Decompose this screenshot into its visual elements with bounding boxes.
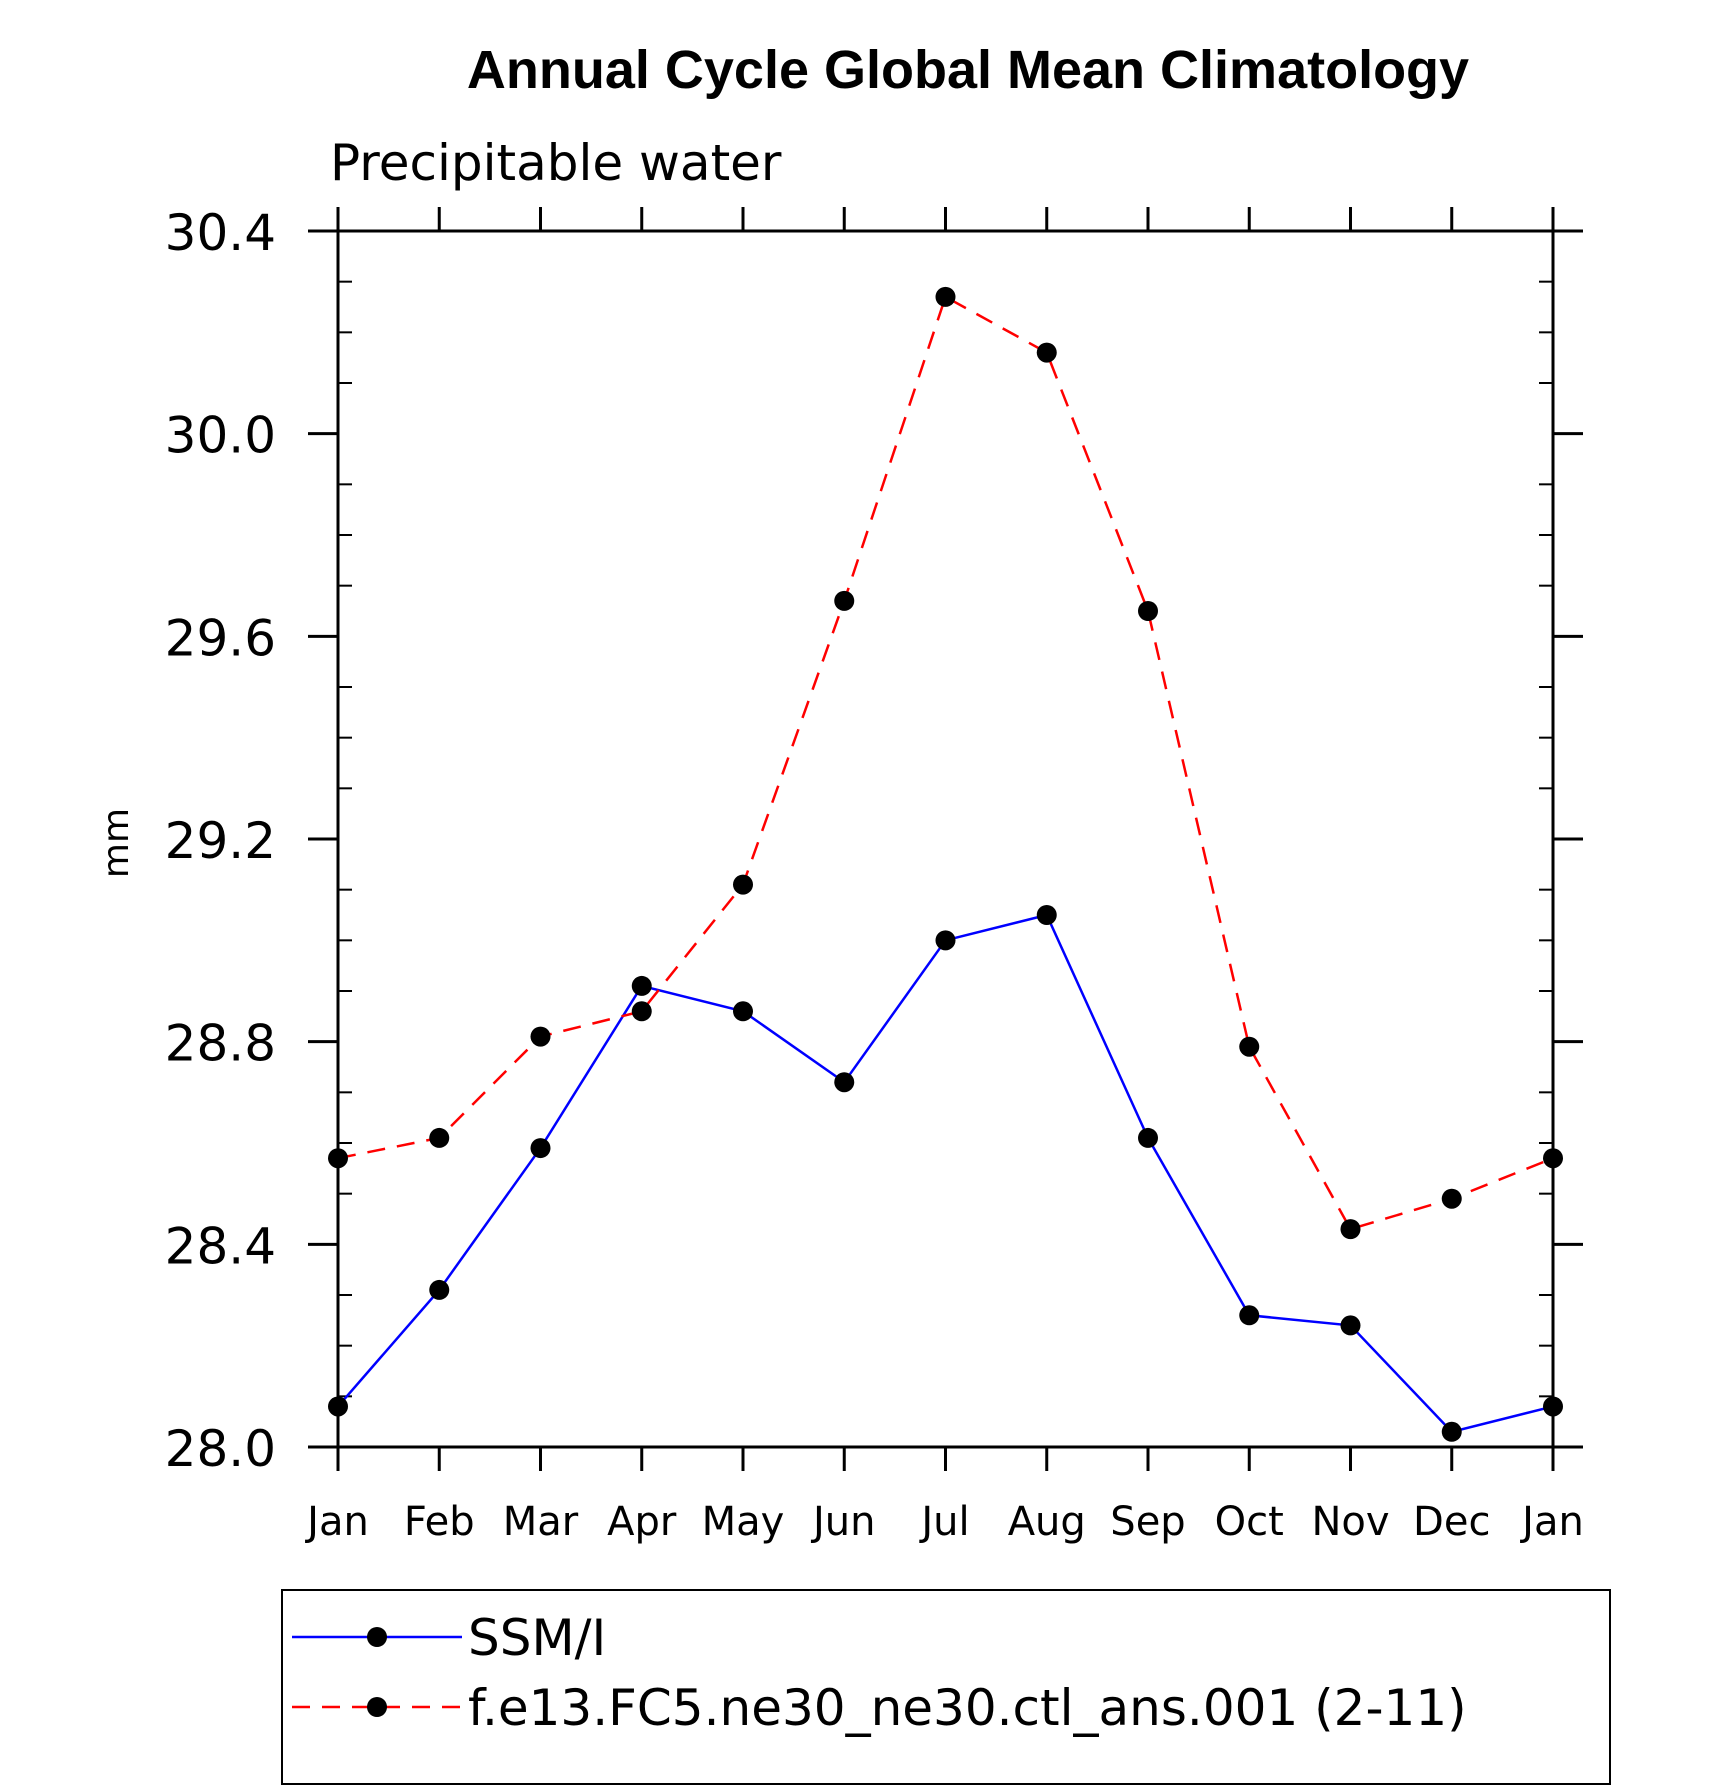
y-tick-label: 28.0: [165, 1420, 276, 1478]
x-tick-label: Jan: [304, 1499, 369, 1545]
data-point-0: [1239, 1305, 1260, 1326]
legend: SSM/I f.e13.FC5.ne30_ne30.ctl_ans.001 (2-…: [281, 1589, 1611, 1785]
data-point-0: [530, 1138, 551, 1159]
data-point-1: [1543, 1148, 1563, 1169]
data-point-0: [1441, 1421, 1462, 1442]
x-tick-label: May: [702, 1499, 785, 1545]
legend-label-1: f.e13.FC5.ne30_ne30.ctl_ans.001 (2-11): [468, 1679, 1467, 1737]
data-point-1: [1340, 1219, 1361, 1240]
chart-title: Annual Cycle Global Mean Climatology: [467, 40, 1469, 100]
x-tick-label: Nov: [1311, 1499, 1389, 1545]
series-layer: [328, 286, 1563, 1442]
series-line-1: [337, 295, 1554, 1231]
x-tick-label: Jul: [918, 1499, 969, 1545]
data-point-1: [1239, 1036, 1260, 1057]
data-point-1: [530, 1026, 551, 1047]
y-tick-label: 28.4: [165, 1217, 276, 1275]
data-point-0: [631, 975, 652, 996]
data-point-0: [935, 930, 956, 951]
data-point-0: [1036, 905, 1057, 925]
data-point-1: [1138, 601, 1158, 621]
data-point-1: [429, 1127, 450, 1148]
data-point-0: [429, 1279, 450, 1300]
x-tick-label: Aug: [1008, 1499, 1086, 1545]
data-point-1: [631, 1001, 652, 1022]
axes: Jan Feb Mar Apr May Jun Jul Aug Sep Oct Nov Dec Jan 2…: [165, 204, 1584, 1545]
data-point-0: [1543, 1396, 1563, 1417]
data-point-0: [1340, 1315, 1361, 1336]
x-tick-label: Jan: [1519, 1499, 1584, 1545]
data-point-1: [1441, 1188, 1462, 1209]
y-tick-label: 30.0: [165, 407, 276, 465]
data-point-0: [834, 1072, 855, 1093]
y-tick-label: 30.4: [165, 204, 276, 262]
data-point-0: [733, 1001, 753, 1022]
x-tick-label: Mar: [503, 1499, 579, 1545]
x-tick-label: Jun: [810, 1499, 876, 1545]
y-tick-label: 28.8: [165, 1015, 276, 1073]
chart-subtitle: Precipitable water: [330, 134, 782, 192]
data-point-1: [328, 1148, 348, 1169]
legend-marker-1: [367, 1697, 387, 1717]
y-axis-label: mm: [96, 808, 137, 878]
data-point-1: [1036, 342, 1057, 363]
x-tick-label: Oct: [1215, 1499, 1284, 1545]
data-point-1: [935, 286, 956, 307]
y-tick-label: 29.6: [165, 609, 276, 667]
y-tick-label: 29.2: [165, 812, 276, 870]
data-point-0: [1138, 1127, 1158, 1148]
legend-box: [281, 1589, 1611, 1785]
x-tick-label: Feb: [404, 1499, 475, 1545]
x-tick-label: Sep: [1110, 1499, 1185, 1545]
plot-frame: [336, 229, 1555, 1449]
data-point-0: [328, 1396, 348, 1417]
series-line-0: [337, 913, 1554, 1434]
legend-label-0: SSM/I: [468, 1609, 606, 1667]
data-point-1: [834, 590, 855, 611]
x-tick-label: Dec: [1413, 1499, 1490, 1545]
legend-marker-0: [367, 1627, 387, 1647]
data-point-1: [733, 874, 753, 895]
x-tick-label: Apr: [607, 1499, 677, 1545]
